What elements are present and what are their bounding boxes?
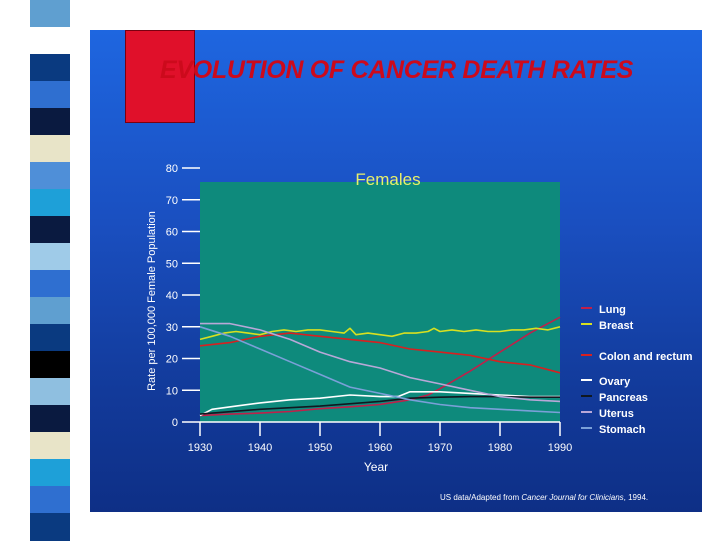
y-tick-label: 0 [172,417,178,429]
y-axis-label: Rate per 100,000 Female Population [146,211,158,391]
red-accent-block [125,30,195,123]
y-tick-label: 60 [166,227,178,239]
slide-title: EVOLUTION OF CANCER DEATH RATES [160,56,634,84]
x-tick-label: 1990 [548,442,572,454]
stripe-segment [30,324,70,352]
stripe-segment [30,270,70,298]
stripe-segment [30,54,70,82]
y-tick-label: 80 [166,163,178,175]
footer-prefix: US data/Adapted from [440,493,522,502]
x-tick-label: 1960 [368,442,392,454]
x-axis: 1930 1940 1950 1960 1970 1980 1990 [188,421,572,454]
legend: Lung Breast Colon and rectum Ovary Pancreas U… [581,304,693,436]
series-line-colon-and-rectum [199,332,561,374]
stripe-segment [30,297,70,325]
series-lines [199,316,561,417]
legend-label: Stomach [599,424,646,436]
stripe-segment [30,351,70,379]
legend-label: Breast [599,320,634,332]
decorative-stripe [30,0,70,541]
stripe-segment [30,243,70,271]
footer-source: Cancer Journal for Clinicians [521,493,624,502]
stripe-segment [30,459,70,487]
x-axis-label: Year [364,460,388,474]
chart-title: Females [355,170,420,189]
legend-label: Ovary [599,376,631,388]
series-line-lung [199,316,561,417]
x-tick-label: 1970 [428,442,452,454]
stripe-segment [30,135,70,163]
legend-label: Pancreas [599,392,648,404]
stripe-segment [30,486,70,514]
stripe-segment [30,216,70,244]
stripe-segment [30,432,70,460]
stripe-segment [30,162,70,190]
series-line-pancreas [199,395,560,415]
stripe-segment [30,513,70,541]
stripe-segment [30,405,70,433]
y-tick-label: 40 [166,290,178,302]
y-tick-label: 20 [166,354,178,366]
y-tick-label: 70 [166,195,178,207]
stripe-segment [30,378,70,406]
series-line-uterus [200,322,561,403]
footer-suffix: , 1994. [623,493,649,502]
stripe-segment [30,27,70,55]
plot-area [200,182,560,422]
x-tick-label: 1930 [188,442,212,454]
x-tick-label: 1940 [248,442,272,454]
y-axis: 0 10 20 30 40 50 60 70 80 [166,163,200,429]
series-line-breast [199,326,561,341]
stripe-segment [30,0,70,28]
stripe-segment [30,81,70,109]
series-line-stomach [199,326,561,414]
x-tick-label: 1950 [308,442,332,454]
stripe-segment [30,108,70,136]
source-footer: US data/Adapted from Cancer Journal for … [440,493,648,502]
legend-label: Lung [599,304,626,316]
legend-label: Uterus [599,408,634,420]
legend-label: Colon and rectum [599,351,693,363]
y-tick-label: 50 [166,258,178,270]
x-tick-label: 1980 [488,442,512,454]
stripe-segment [30,189,70,217]
y-tick-label: 10 [166,385,178,397]
y-tick-label: 30 [166,322,178,334]
